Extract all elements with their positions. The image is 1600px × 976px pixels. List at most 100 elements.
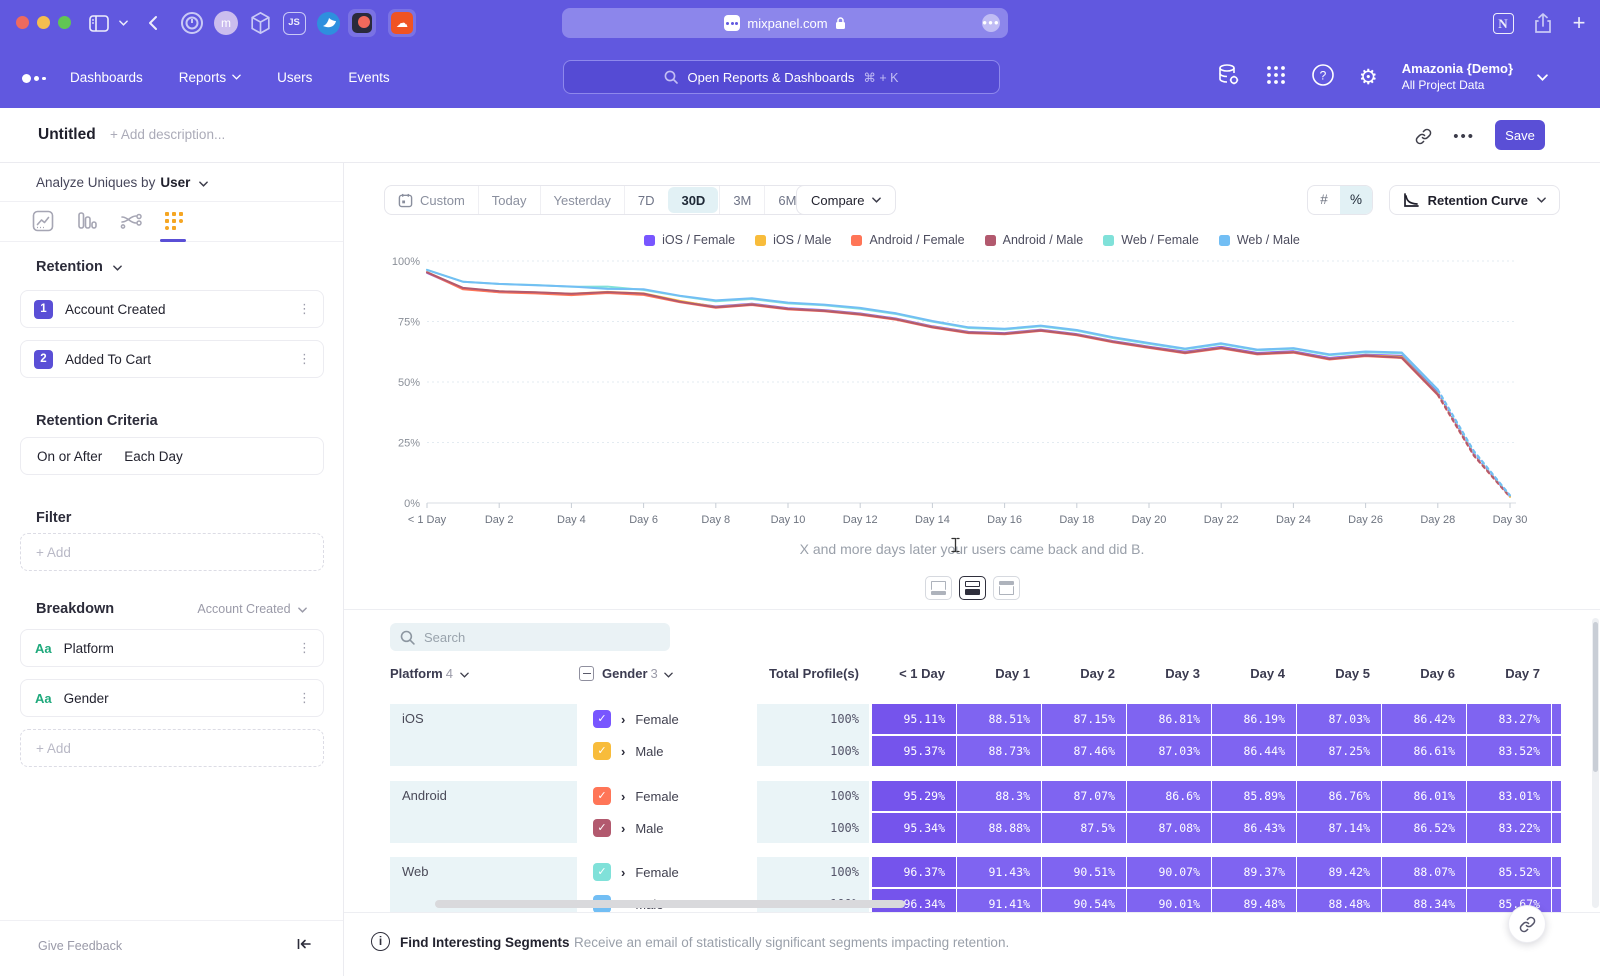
- table-search-input[interactable]: Search: [390, 623, 670, 651]
- retention-value-cell[interactable]: 86.43%: [1212, 813, 1296, 843]
- column-header-1-day[interactable]: < 1 Day: [899, 666, 945, 681]
- retention-value-cell[interactable]: 83.22%: [1467, 813, 1551, 843]
- retention-value-cell[interactable]: 91.41%: [957, 889, 1041, 912]
- close-window-button[interactable]: [16, 16, 29, 29]
- retention-value-cell[interactable]: 95.37%: [872, 736, 956, 766]
- minimize-window-button[interactable]: [37, 16, 50, 29]
- retention-value-cell[interactable]: 87.08%: [1127, 813, 1211, 843]
- compare-button[interactable]: Compare: [796, 185, 897, 215]
- filter-add-button[interactable]: + Add: [20, 533, 324, 571]
- layout-split-button[interactable]: [958, 576, 986, 600]
- report-title[interactable]: Untitled: [38, 126, 96, 143]
- retention-value-cell[interactable]: 89.42%: [1297, 857, 1381, 887]
- retention-value-cell[interactable]: 88.73%: [957, 736, 1041, 766]
- layout-table-focus-button[interactable]: [992, 576, 1020, 600]
- column-header-day-4[interactable]: Day 4: [1250, 666, 1285, 681]
- retention-value-cell[interactable]: 88.51%: [957, 704, 1041, 734]
- gender-checkbox[interactable]: ✓: [593, 819, 611, 837]
- legend-item-ios-male[interactable]: iOS / Male: [755, 233, 831, 247]
- column-header-gender[interactable]: Gender 3: [579, 666, 674, 681]
- retention-value-cell[interactable]: 95.29%: [872, 781, 956, 811]
- apps-grid-icon[interactable]: [1265, 64, 1287, 91]
- retention-value-cell[interactable]: 86.81%: [1127, 704, 1211, 734]
- column-header-platform[interactable]: Platform 4: [390, 666, 469, 681]
- extension-cube-icon[interactable]: [246, 9, 274, 37]
- retention-value-cell[interactable]: 88.34%: [1382, 889, 1466, 912]
- project-selector[interactable]: Amazonia {Demo} All Project Data: [1402, 61, 1513, 92]
- column-header-day-6[interactable]: Day 6: [1420, 666, 1455, 681]
- nav-item-users[interactable]: Users: [277, 70, 312, 85]
- maximize-window-button[interactable]: [58, 16, 71, 29]
- range-3m[interactable]: 3M: [719, 186, 764, 214]
- range-today[interactable]: Today: [477, 186, 540, 214]
- collapse-sidebar-icon[interactable]: [297, 937, 311, 953]
- retention-value-cell[interactable]: 87.07%: [1042, 781, 1126, 811]
- share-link-floating-button[interactable]: [1508, 905, 1546, 943]
- layout-chart-only-button[interactable]: [924, 576, 952, 600]
- sidebar-chevron-icon[interactable]: [116, 9, 130, 37]
- retention-value-cell[interactable]: 87.03%: [1127, 736, 1211, 766]
- chart-type-selector[interactable]: Retention Curve: [1388, 185, 1560, 215]
- nav-item-reports[interactable]: Reports: [179, 70, 241, 85]
- retention-value-cell[interactable]: 95.34%: [872, 813, 956, 843]
- help-icon[interactable]: ?: [1311, 63, 1335, 92]
- legend-item-ios-female[interactable]: iOS / Female: [644, 233, 735, 247]
- retention-value-cell[interactable]: 89.48%: [1212, 889, 1296, 912]
- range-6m[interactable]: 6M: [764, 186, 809, 214]
- vertical-scrollbar[interactable]: [1592, 618, 1599, 908]
- step-kebab-icon[interactable]: ⋮: [298, 351, 311, 366]
- copy-link-icon[interactable]: [1415, 128, 1432, 150]
- column-header-day-5[interactable]: Day 5: [1335, 666, 1370, 681]
- tab-funnels[interactable]: [76, 210, 100, 234]
- gender-cell-android-male[interactable]: ✓ › Male: [579, 813, 755, 843]
- nav-item-dashboards[interactable]: Dashboards: [70, 70, 143, 85]
- retention-value-cell[interactable]: 85.89%: [1212, 781, 1296, 811]
- retention-value-cell[interactable]: 86.01%: [1382, 781, 1466, 811]
- find-segments-title[interactable]: Find Interesting Segments: [400, 935, 570, 950]
- retention-value-cell[interactable]: 88.48%: [1297, 889, 1381, 912]
- legend-item-web-female[interactable]: Web / Female: [1103, 233, 1199, 247]
- step-kebab-icon[interactable]: ⋮: [298, 301, 311, 316]
- retention-value-cell[interactable]: 91.43%: [957, 857, 1041, 887]
- retention-value-cell[interactable]: 86.44%: [1212, 736, 1296, 766]
- extension-soundcloud-icon[interactable]: ☁: [388, 9, 416, 37]
- gender-checkbox[interactable]: ✓: [593, 787, 611, 805]
- data-management-icon[interactable]: [1216, 62, 1241, 92]
- address-bar[interactable]: mixpanel.com ●●●: [562, 8, 1008, 38]
- global-search[interactable]: Open Reports & Dashboards ⌘ + K: [563, 60, 1000, 94]
- extension-js-icon[interactable]: JS: [280, 9, 308, 37]
- retention-line-chart[interactable]: 0% 25% 50% 75% 100% < 1 Day Day 2 Day 4 Day 6 Day…: [384, 251, 1560, 541]
- retention-value-cell[interactable]: 88.07%: [1382, 857, 1466, 887]
- retention-value-cell[interactable]: 87.5%: [1042, 813, 1126, 843]
- retention-value-cell[interactable]: 87.14%: [1297, 813, 1381, 843]
- breakdown-scope-selector[interactable]: Account Created: [197, 602, 307, 616]
- retention-value-cell[interactable]: 87.15%: [1042, 704, 1126, 734]
- expand-chevron-icon[interactable]: ›: [621, 820, 626, 836]
- gender-checkbox[interactable]: ✓: [593, 742, 611, 760]
- gender-cell-web-female[interactable]: ✓ › Female: [579, 857, 755, 887]
- breakdown-add-button[interactable]: + Add: [20, 729, 324, 767]
- criteria-condition[interactable]: On or After: [37, 448, 103, 464]
- extension-patreon-icon[interactable]: [348, 9, 376, 37]
- criteria-interval[interactable]: Each Day: [124, 448, 183, 464]
- analyze-value[interactable]: User: [160, 175, 191, 190]
- settings-gear-icon[interactable]: ⚙: [1358, 65, 1378, 89]
- gender-checkbox[interactable]: ✓: [593, 710, 611, 728]
- extension-1password-icon[interactable]: [178, 9, 206, 37]
- tab-insights[interactable]: [32, 210, 56, 234]
- horizontal-scrollbar[interactable]: [435, 900, 905, 908]
- legend-item-android-female[interactable]: Android / Female: [851, 233, 965, 247]
- report-description-placeholder[interactable]: + Add description...: [110, 127, 226, 142]
- step-card-added-to-cart[interactable]: 2 Added To Cart ⋮: [20, 340, 324, 378]
- column-header-day-1[interactable]: Day 1: [995, 666, 1030, 681]
- retention-value-cell[interactable]: 87.46%: [1042, 736, 1126, 766]
- extension-bird-icon[interactable]: [314, 9, 342, 37]
- step-card-account-created[interactable]: 1 Account Created ⋮: [20, 290, 324, 328]
- retention-value-cell[interactable]: 83.52%: [1467, 736, 1551, 766]
- breakdown-kebab-icon[interactable]: ⋮: [298, 640, 311, 655]
- retention-value-cell[interactable]: 90.01%: [1127, 889, 1211, 912]
- retention-value-cell[interactable]: 83.01%: [1467, 781, 1551, 811]
- expand-chevron-icon[interactable]: ›: [621, 711, 626, 727]
- breakdown-card-gender[interactable]: Aa Gender ⋮: [20, 679, 324, 717]
- legend-item-web-male[interactable]: Web / Male: [1218, 233, 1300, 247]
